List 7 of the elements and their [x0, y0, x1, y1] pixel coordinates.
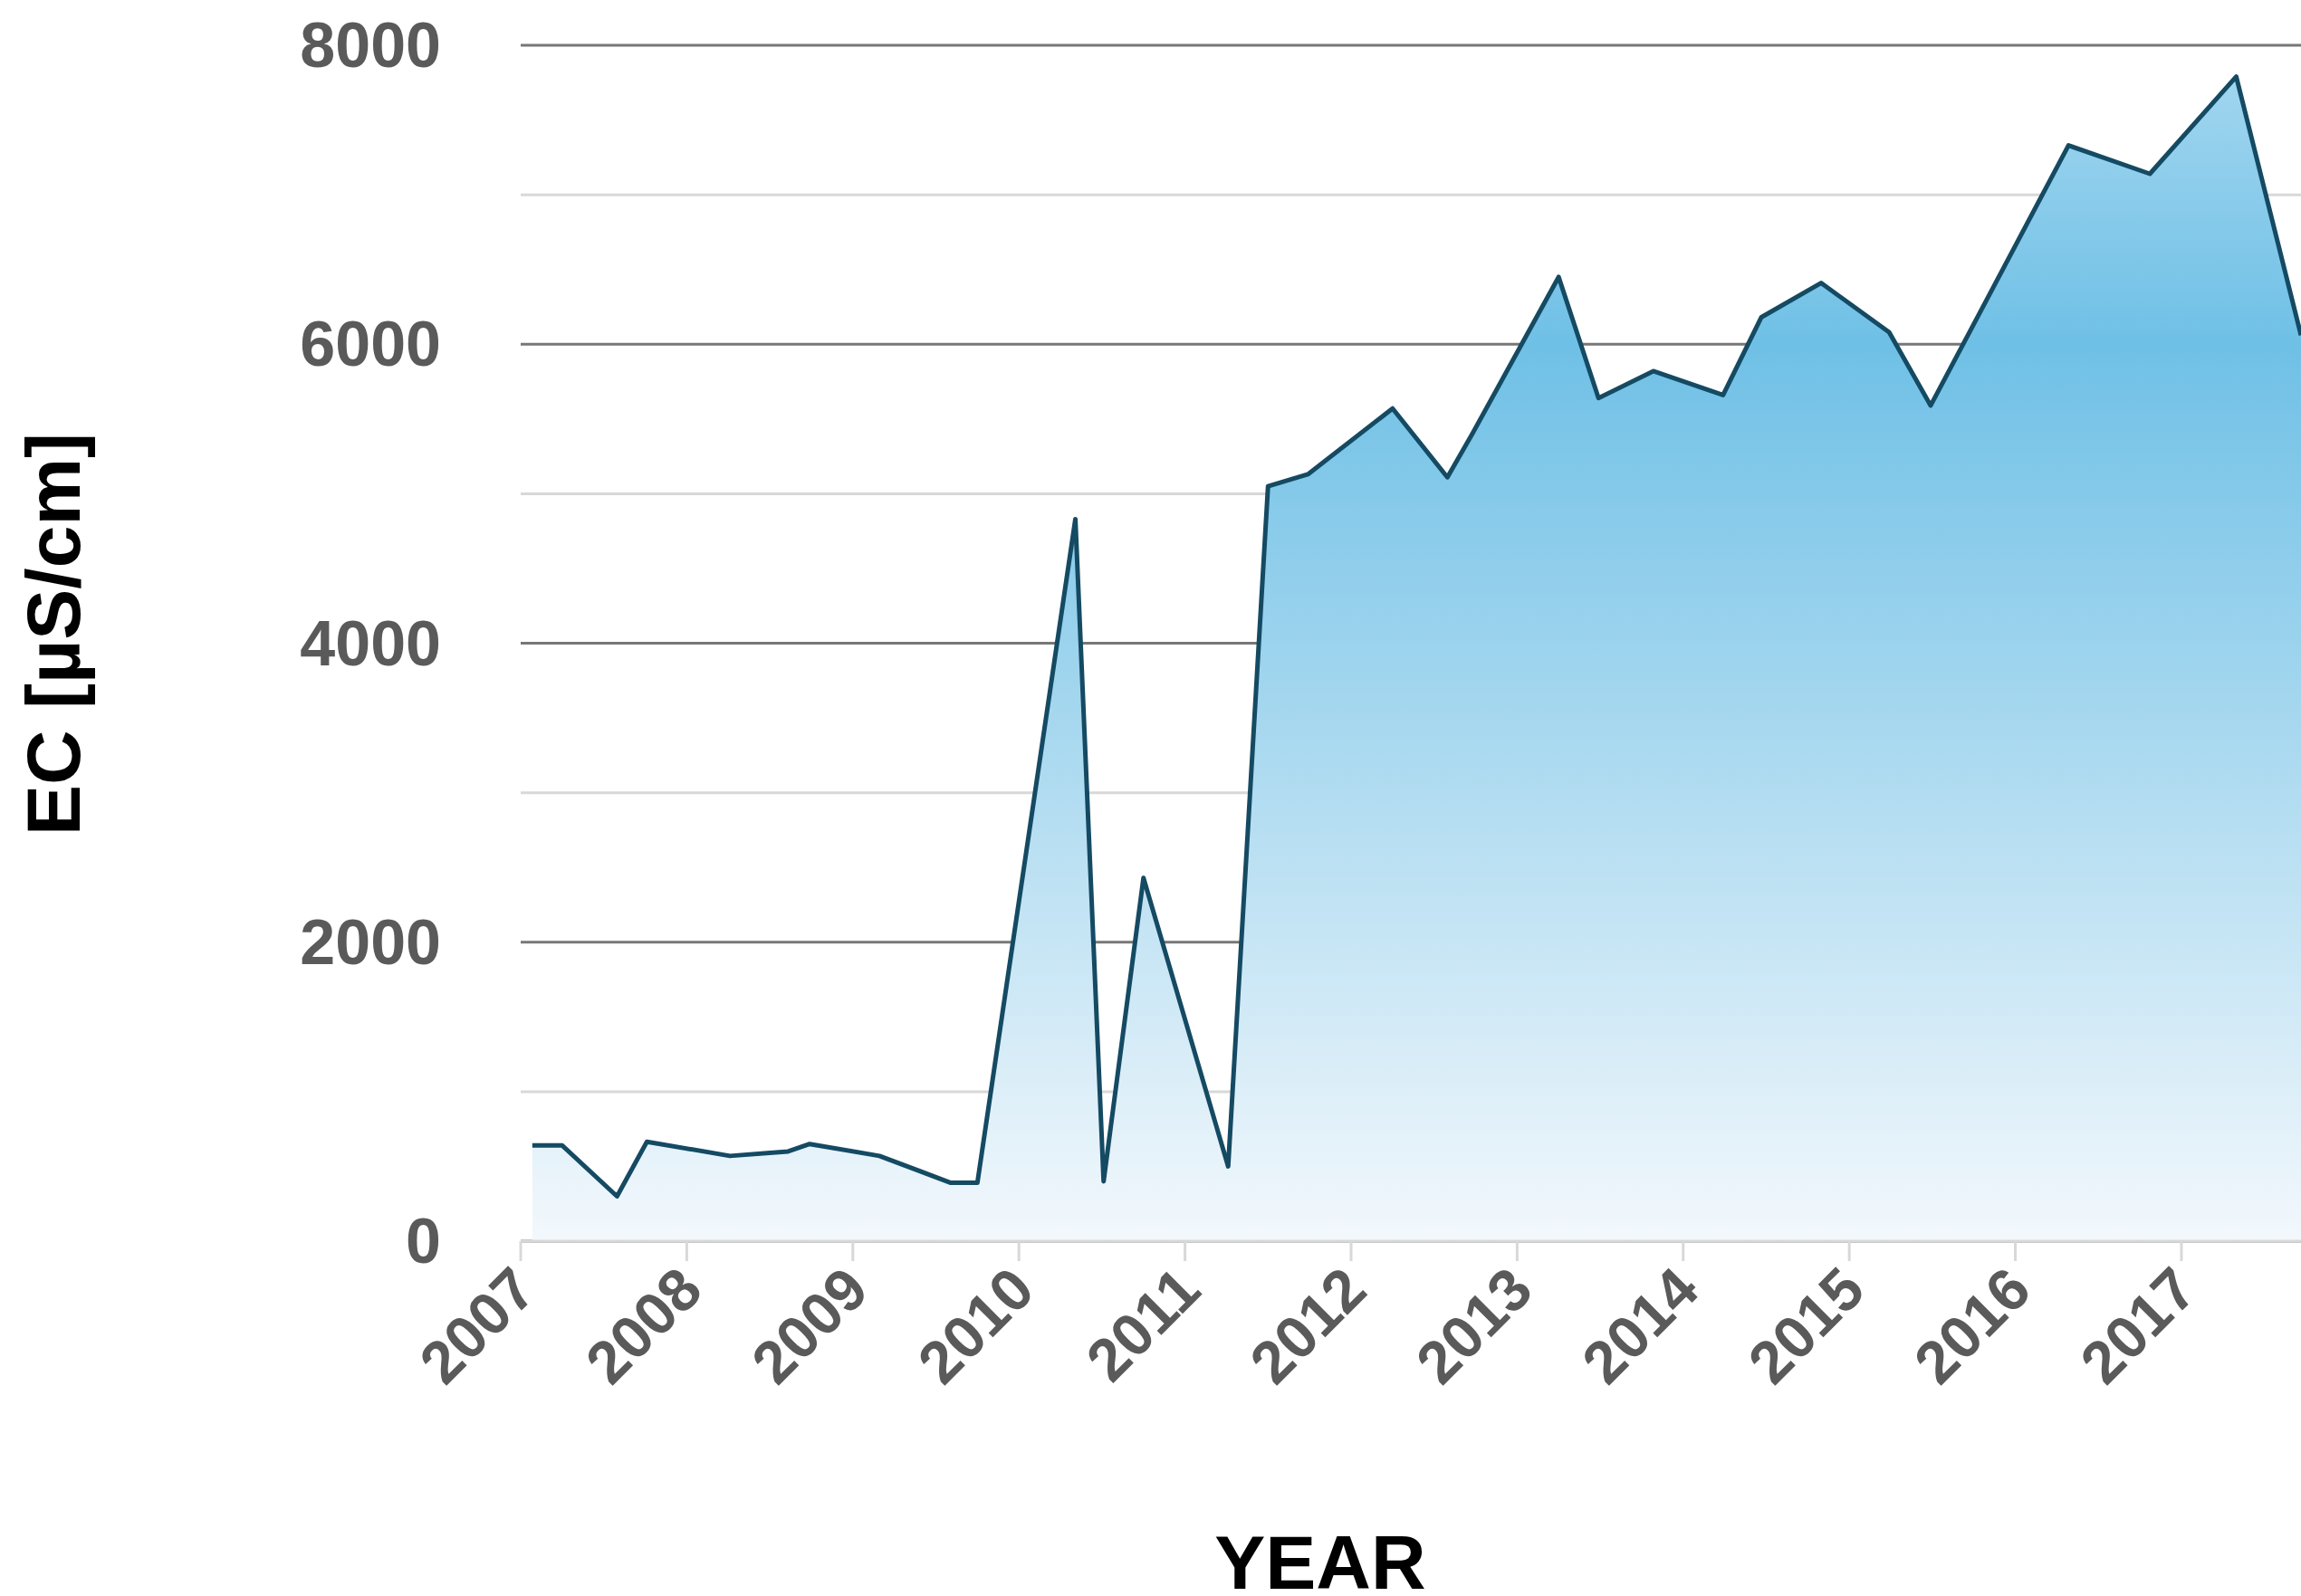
y-tick-label: 6000 [300, 309, 441, 380]
y-tick-label: 2000 [300, 906, 441, 978]
y-axis-title: EC [µS/cm] [11, 432, 96, 836]
y-tick-label: 0 [406, 1206, 441, 1276]
x-axis-title: YEAR [1214, 1520, 1426, 1596]
y-tick-label: 8000 [300, 10, 441, 81]
y-tick-label: 4000 [300, 607, 441, 679]
